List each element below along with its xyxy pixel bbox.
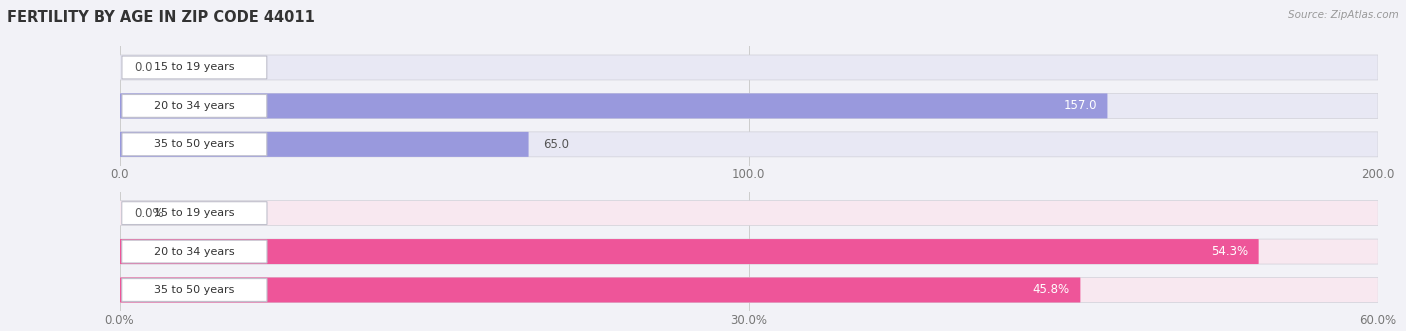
Text: 35 to 50 years: 35 to 50 years: [155, 139, 235, 149]
Text: 157.0: 157.0: [1064, 99, 1097, 113]
Text: 15 to 19 years: 15 to 19 years: [155, 208, 235, 218]
FancyBboxPatch shape: [120, 55, 1378, 80]
FancyBboxPatch shape: [120, 132, 1378, 157]
Text: 15 to 19 years: 15 to 19 years: [155, 63, 235, 72]
FancyBboxPatch shape: [122, 95, 267, 117]
FancyBboxPatch shape: [122, 240, 267, 263]
FancyBboxPatch shape: [122, 202, 267, 224]
FancyBboxPatch shape: [120, 201, 1378, 226]
FancyBboxPatch shape: [120, 277, 1080, 303]
Text: 20 to 34 years: 20 to 34 years: [155, 101, 235, 111]
FancyBboxPatch shape: [122, 279, 267, 302]
Text: 35 to 50 years: 35 to 50 years: [155, 285, 235, 295]
FancyBboxPatch shape: [122, 133, 267, 156]
Text: FERTILITY BY AGE IN ZIP CODE 44011: FERTILITY BY AGE IN ZIP CODE 44011: [7, 10, 315, 25]
Text: 20 to 34 years: 20 to 34 years: [155, 247, 235, 257]
FancyBboxPatch shape: [122, 56, 267, 79]
Text: 0.0: 0.0: [135, 61, 153, 74]
FancyBboxPatch shape: [120, 93, 1378, 118]
FancyBboxPatch shape: [120, 93, 1108, 118]
Text: 54.3%: 54.3%: [1211, 245, 1249, 258]
Text: 45.8%: 45.8%: [1033, 283, 1070, 297]
FancyBboxPatch shape: [120, 239, 1378, 264]
FancyBboxPatch shape: [120, 277, 1378, 303]
Text: Source: ZipAtlas.com: Source: ZipAtlas.com: [1288, 10, 1399, 20]
FancyBboxPatch shape: [120, 132, 529, 157]
Text: 0.0%: 0.0%: [135, 207, 165, 220]
Text: 65.0: 65.0: [544, 138, 569, 151]
FancyBboxPatch shape: [120, 239, 1258, 264]
